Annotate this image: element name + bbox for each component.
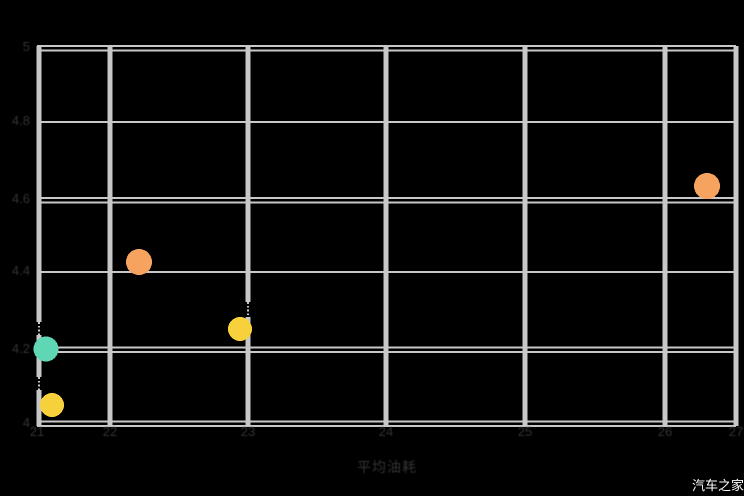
svg-text:26: 26 xyxy=(658,424,672,439)
svg-text:23: 23 xyxy=(241,424,255,439)
svg-text:4.2: 4.2 xyxy=(12,341,30,356)
svg-text:4.8: 4.8 xyxy=(12,113,30,128)
svg-text:24: 24 xyxy=(379,424,393,439)
svg-text:5: 5 xyxy=(23,39,30,54)
svg-text:21: 21 xyxy=(30,424,44,439)
svg-text:4.4: 4.4 xyxy=(12,263,30,278)
svg-text:22: 22 xyxy=(103,424,117,439)
svg-text:汽车之家: 汽车之家 xyxy=(692,478,744,493)
svg-text:25: 25 xyxy=(518,424,532,439)
svg-text:4.6: 4.6 xyxy=(12,191,30,206)
svg-text:27: 27 xyxy=(729,424,743,439)
svg-text:平均油耗: 平均油耗 xyxy=(357,459,417,475)
